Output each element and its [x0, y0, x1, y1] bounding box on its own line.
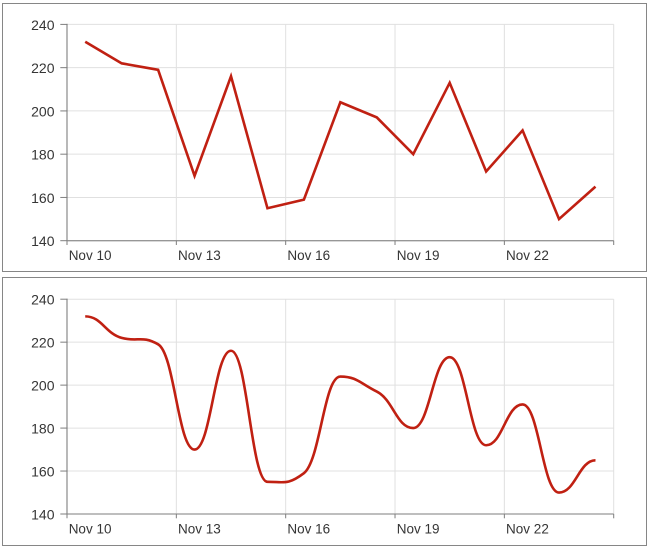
- svg-text:Nov 19: Nov 19: [397, 248, 440, 263]
- svg-text:160: 160: [31, 190, 55, 206]
- svg-text:240: 240: [31, 292, 55, 308]
- svg-text:140: 140: [31, 233, 55, 249]
- svg-text:Nov 13: Nov 13: [178, 521, 221, 536]
- svg-text:240: 240: [31, 17, 55, 33]
- svg-text:220: 220: [31, 335, 55, 351]
- svg-text:Nov 16: Nov 16: [287, 248, 330, 263]
- svg-text:160: 160: [31, 463, 55, 479]
- svg-text:Nov 10: Nov 10: [69, 521, 112, 536]
- svg-text:Nov 16: Nov 16: [287, 521, 330, 536]
- svg-text:Nov 19: Nov 19: [397, 521, 440, 536]
- svg-text:200: 200: [31, 378, 55, 394]
- svg-text:Nov 10: Nov 10: [69, 248, 112, 263]
- svg-text:180: 180: [31, 420, 55, 436]
- svg-text:Nov 22: Nov 22: [506, 521, 549, 536]
- svg-text:Nov 22: Nov 22: [506, 248, 549, 263]
- svg-text:140: 140: [31, 506, 55, 522]
- svg-text:220: 220: [31, 60, 55, 76]
- svg-text:180: 180: [31, 147, 55, 163]
- svg-text:Nov 13: Nov 13: [178, 248, 221, 263]
- svg-text:200: 200: [31, 103, 55, 119]
